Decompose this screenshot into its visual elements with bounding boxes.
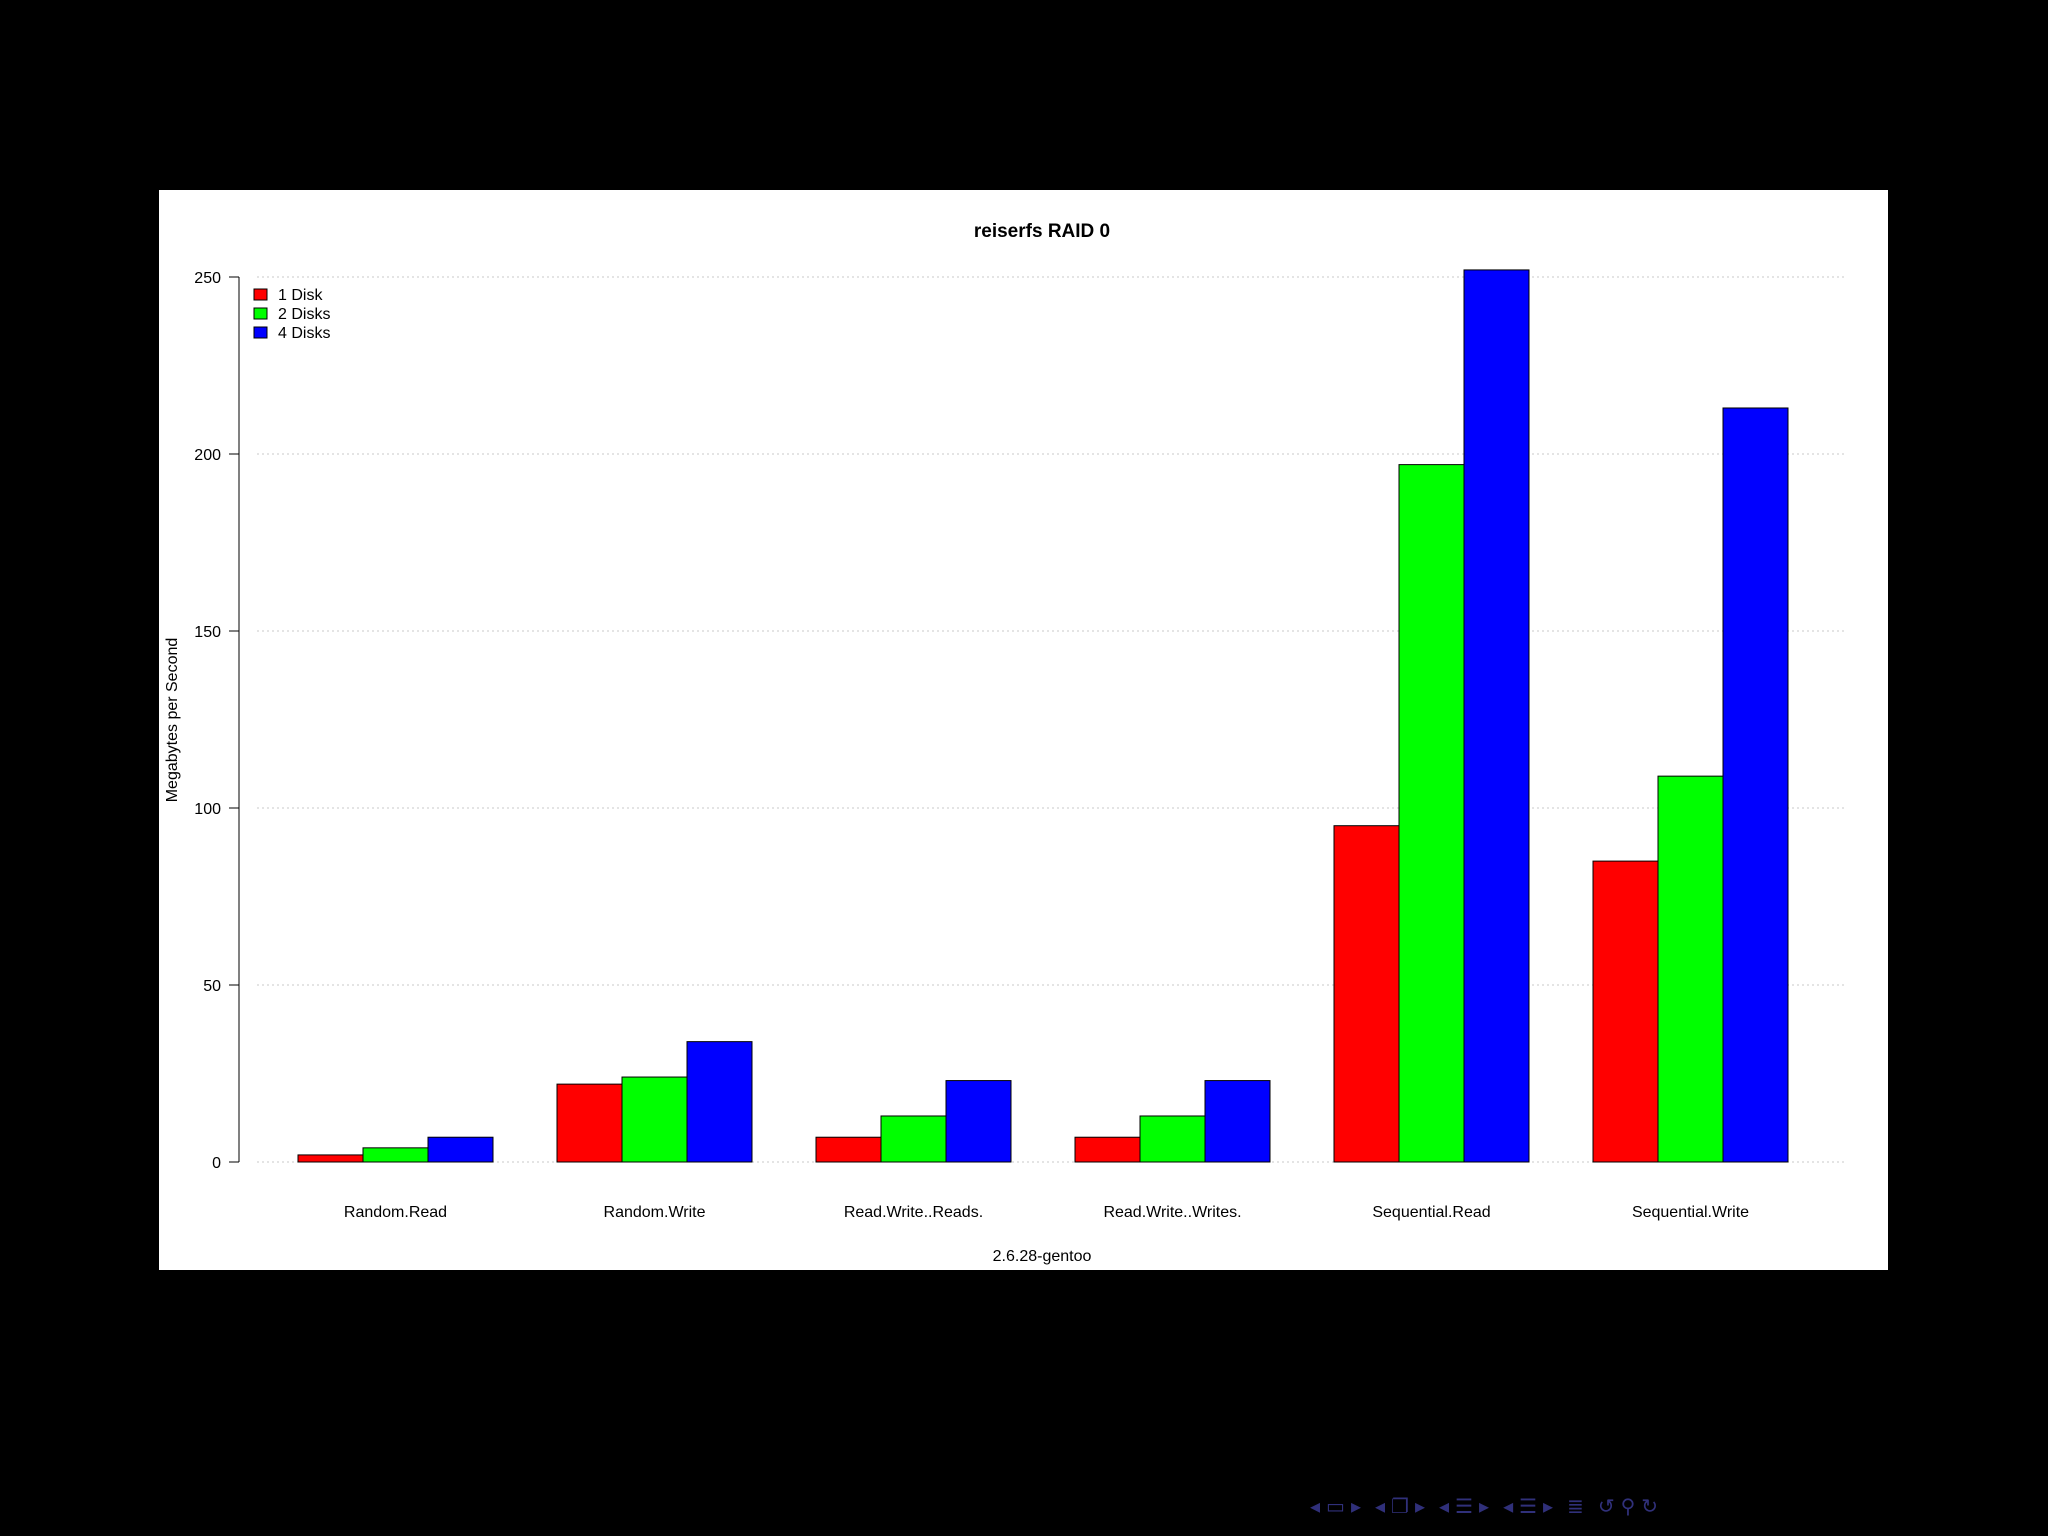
slides-icon[interactable]: ❐ [1391, 1494, 1409, 1518]
x-axis-label: 2.6.28-gentoo [993, 1248, 1092, 1265]
bar-1-disk-sequential-write [1592, 860, 1659, 1163]
subsection-icon[interactable]: ☰ [1519, 1494, 1538, 1518]
bar-2-disks-sequential-write [1657, 775, 1724, 1163]
frame-nav-group: ◂ ▭ ▸ [1310, 1490, 1361, 1522]
chart-panel: 0 50 100 150 200 250 Random.Read Random.Write R… [159, 190, 1888, 1270]
nav-right-arrow-icon[interactable]: ▸ [1350, 1494, 1361, 1518]
x-tick-label: Read.Write..Reads. [844, 1204, 983, 1221]
bar-1-disk-read-write--reads- [815, 1136, 882, 1163]
legend: 1 Disk 2 Disks 4 Disks [253, 287, 330, 342]
nav-left-arrow-icon[interactable]: ◂ [1503, 1494, 1514, 1518]
bar-4-disks-random-write [686, 1041, 753, 1163]
nav-right-arrow-icon[interactable]: ▸ [1543, 1494, 1554, 1518]
legend-label: 2 Disks [278, 306, 330, 323]
nav-left-arrow-icon[interactable]: ◂ [1375, 1494, 1386, 1518]
legend-swatch [253, 288, 268, 301]
x-tick-label: Random.Read [344, 1204, 447, 1221]
bar-1-disk-sequential-read [1333, 825, 1400, 1163]
bar-1-disk-random-read [297, 1154, 364, 1163]
section-nav-group: ◂ ☰ ▸ [1439, 1490, 1489, 1522]
nav-right-arrow-icon[interactable]: ▸ [1414, 1494, 1426, 1518]
y-tick-label: 250 [194, 270, 221, 287]
undo-icon[interactable]: ↺ [1597, 1494, 1615, 1518]
search-icon[interactable]: ⚲ [1620, 1494, 1636, 1518]
bars [297, 269, 1789, 1163]
nav-right-arrow-icon[interactable]: ▸ [1479, 1494, 1490, 1518]
beamer-navigation: ◂ ▭ ▸ ◂ ❐ ▸ ◂ ☰ ▸ ◂ ☰ ▸ ≣ ↺ ⚲ ↻ [1310, 1490, 2040, 1522]
subsection-nav-group: ◂ ☰ ▸ [1503, 1490, 1553, 1522]
y-tick-label: 0 [212, 1155, 221, 1172]
bar-2-disks-sequential-read [1398, 464, 1465, 1163]
legend-label: 1 Disk [278, 287, 323, 304]
bar-4-disks-random-read [427, 1136, 494, 1163]
x-tick-label: Sequential.Read [1372, 1204, 1490, 1221]
bar-2-disks-read-write--writes- [1139, 1115, 1206, 1163]
x-tick-label: Random.Write [604, 1204, 706, 1221]
search-nav-group: ↺ ⚲ ↻ [1598, 1490, 1658, 1522]
gridlines [257, 276, 1847, 1163]
bar-1-disk-read-write--writes- [1074, 1136, 1141, 1163]
y-tick-label: 150 [194, 624, 221, 641]
nav-left-arrow-icon[interactable]: ◂ [1439, 1494, 1450, 1518]
bar-2-disks-read-write--reads- [880, 1115, 947, 1163]
nav-left-arrow-icon[interactable]: ◂ [1310, 1494, 1321, 1518]
bar-2-disks-random-write [621, 1076, 688, 1163]
bar-1-disk-random-write [556, 1083, 623, 1163]
bar-4-disks-sequential-write [1722, 407, 1789, 1163]
legend-swatch [253, 307, 268, 320]
legend-label: 4 Disks [278, 325, 330, 342]
y-tick-label: 100 [194, 801, 221, 818]
y-tick-label: 50 [203, 978, 221, 995]
category-labels: Random.Read Random.Write Read.Write..Reads… [344, 1204, 1749, 1221]
bar-4-disks-read-write--reads- [945, 1080, 1012, 1163]
x-tick-label: Sequential.Write [1632, 1204, 1749, 1221]
legend-swatch [253, 326, 268, 339]
chart-title: reiserfs RAID 0 [974, 221, 1110, 242]
y-axis-label: Megabytes per Second [164, 638, 181, 803]
y-tick-label: 200 [194, 447, 221, 464]
toc-icon[interactable]: ≣ [1567, 1494, 1584, 1518]
frame-icon[interactable]: ▭ [1326, 1494, 1345, 1518]
y-axis: 0 50 100 150 200 250 [194, 270, 240, 1172]
slides-nav-group: ◂ ❐ ▸ [1375, 1490, 1425, 1522]
bar-4-disks-sequential-read [1463, 269, 1530, 1163]
redo-icon[interactable]: ↻ [1641, 1494, 1659, 1518]
section-icon[interactable]: ☰ [1455, 1494, 1474, 1518]
bar-2-disks-random-read [362, 1147, 429, 1163]
bar-4-disks-read-write--writes- [1204, 1080, 1271, 1163]
x-tick-label: Read.Write..Writes. [1103, 1204, 1241, 1221]
